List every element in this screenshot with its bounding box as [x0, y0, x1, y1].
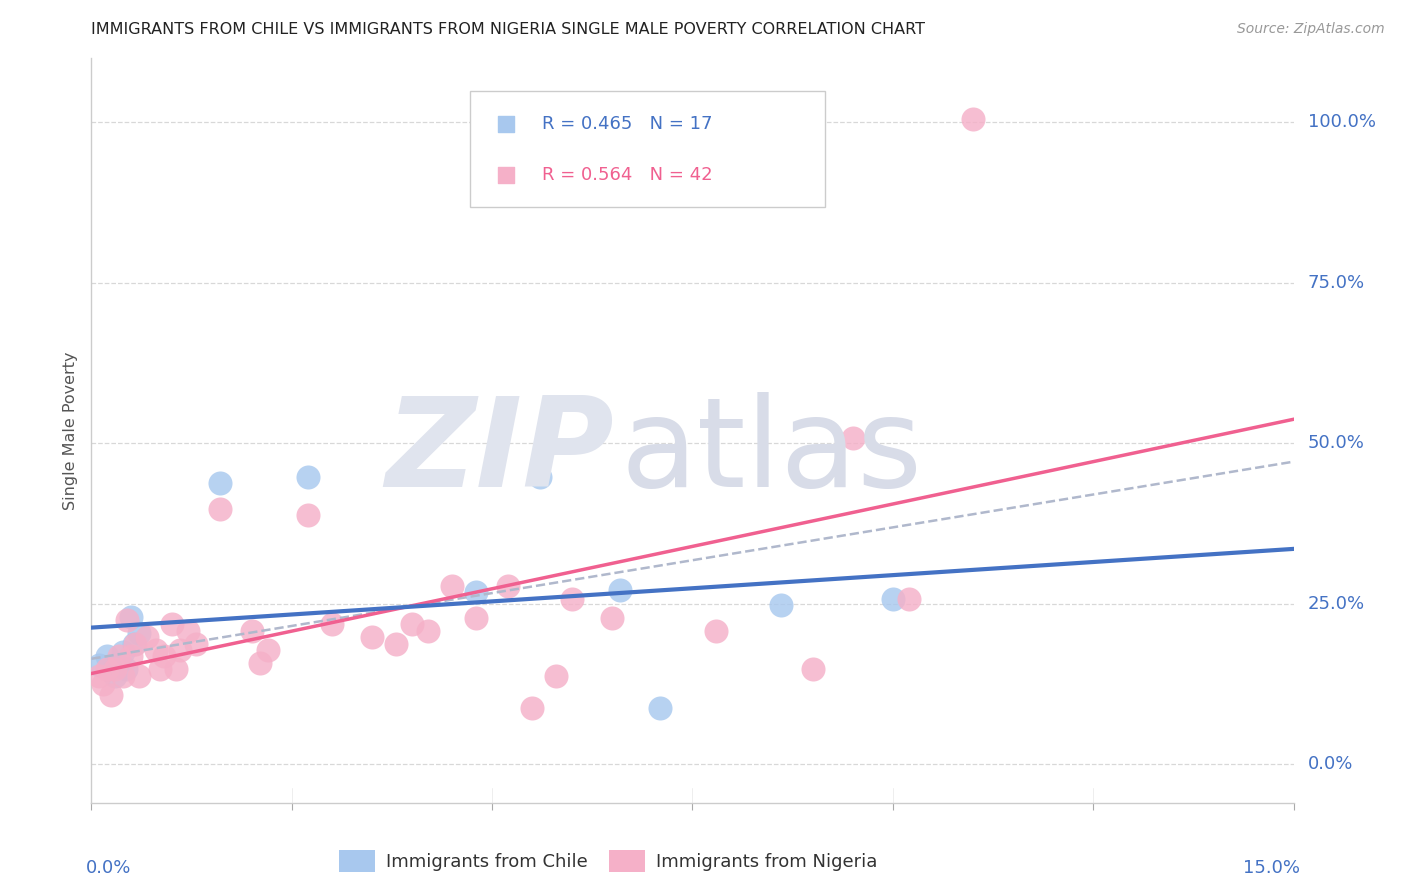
Point — [321, 617, 343, 632]
Point — [801, 662, 824, 676]
Text: 25.0%: 25.0% — [1308, 595, 1365, 613]
Point — [121, 609, 143, 624]
Point — [360, 630, 382, 644]
Point — [165, 662, 187, 676]
Point — [249, 656, 271, 670]
Point — [297, 508, 319, 523]
Point — [385, 636, 408, 650]
Legend: Immigrants from Chile, Immigrants from Nigeria: Immigrants from Chile, Immigrants from N… — [332, 843, 884, 880]
Point — [89, 657, 111, 672]
Point — [100, 688, 122, 702]
Point — [561, 591, 583, 606]
Point — [256, 643, 278, 657]
Point — [841, 431, 863, 445]
Point — [121, 649, 143, 664]
Text: R = 0.564   N = 42: R = 0.564 N = 42 — [543, 166, 713, 184]
Point — [962, 112, 984, 126]
Point — [105, 657, 128, 672]
Point — [160, 617, 183, 632]
Point — [145, 643, 167, 657]
Text: IMMIGRANTS FROM CHILE VS IMMIGRANTS FROM NIGERIA SINGLE MALE POVERTY CORRELATION: IMMIGRANTS FROM CHILE VS IMMIGRANTS FROM… — [91, 22, 925, 37]
Point — [546, 668, 568, 682]
Point — [240, 624, 263, 638]
Point — [897, 591, 920, 606]
Text: 50.0%: 50.0% — [1308, 434, 1365, 452]
Point — [609, 582, 631, 597]
Point — [148, 662, 170, 676]
Point — [115, 662, 138, 676]
Point — [96, 662, 118, 676]
Point — [465, 611, 488, 625]
Point — [496, 579, 519, 593]
Point — [152, 649, 174, 664]
Point — [108, 649, 131, 664]
Text: 100.0%: 100.0% — [1308, 113, 1376, 131]
Text: 0.0%: 0.0% — [1308, 756, 1354, 773]
Y-axis label: Single Male Poverty: Single Male Poverty — [63, 351, 79, 509]
Point — [128, 668, 150, 682]
Point — [208, 476, 231, 491]
Point — [706, 624, 728, 638]
Point — [89, 668, 111, 682]
Point — [96, 649, 118, 664]
Text: 15.0%: 15.0% — [1243, 859, 1299, 877]
Point — [650, 700, 672, 714]
Text: R = 0.465   N = 17: R = 0.465 N = 17 — [543, 114, 713, 133]
Point — [122, 636, 145, 650]
Point — [882, 591, 904, 606]
Point — [208, 501, 231, 516]
Point — [602, 611, 624, 625]
Point — [112, 668, 135, 682]
Point — [529, 469, 551, 483]
Point — [465, 585, 488, 599]
Point — [128, 625, 150, 640]
Point — [124, 636, 146, 650]
Point — [416, 624, 439, 638]
Point — [184, 636, 207, 650]
Text: 0.0%: 0.0% — [86, 859, 131, 877]
Point — [176, 624, 198, 638]
Text: 75.0%: 75.0% — [1308, 274, 1365, 292]
Text: atlas: atlas — [620, 392, 922, 513]
Point — [112, 645, 135, 659]
Text: ZIP: ZIP — [385, 392, 614, 513]
Point — [440, 579, 463, 593]
Point — [169, 643, 191, 657]
Point — [401, 617, 423, 632]
Text: Source: ZipAtlas.com: Source: ZipAtlas.com — [1237, 22, 1385, 37]
Point — [93, 677, 115, 691]
Point — [522, 700, 544, 714]
Point — [297, 469, 319, 483]
Point — [136, 630, 159, 644]
Point — [104, 662, 127, 676]
Point — [104, 668, 127, 682]
FancyBboxPatch shape — [470, 92, 825, 207]
Point — [769, 598, 792, 612]
Point — [117, 613, 139, 627]
